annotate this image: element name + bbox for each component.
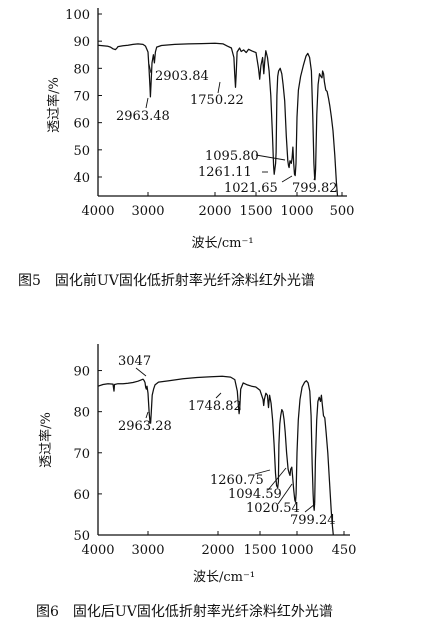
peak-annotation: 2963.48 bbox=[116, 109, 170, 124]
peak-annotation: 1748.82 bbox=[188, 399, 242, 414]
x-tick-label: 1500 bbox=[243, 543, 276, 558]
annotation-leader bbox=[267, 467, 287, 491]
x-tick-label: 450 bbox=[332, 543, 357, 558]
x-tick-label: 4000 bbox=[81, 204, 114, 219]
chart-fig6: 50 60 70 80 90 4000 3000 2000 1500 1000 450 波长/cm⁻¹… bbox=[36, 344, 356, 620]
peak-annotation: 799.82 bbox=[292, 181, 338, 196]
peak-annotation: 2963.28 bbox=[118, 419, 172, 434]
x-axis-label: 波长/cm⁻¹ bbox=[193, 570, 255, 585]
annotation-leader bbox=[254, 469, 271, 475]
y-tick-label: 50 bbox=[73, 529, 90, 544]
peak-annotation: 1750.22 bbox=[190, 93, 244, 108]
x-tick-label: 1000 bbox=[280, 204, 313, 219]
x-tick-label: 4000 bbox=[81, 543, 114, 558]
annotation-leader bbox=[281, 175, 293, 183]
annotation-leader bbox=[304, 503, 316, 513]
annotation-leader bbox=[148, 63, 152, 74]
annotation-leader bbox=[277, 483, 293, 505]
peak-annotation: 1261.11 bbox=[198, 165, 252, 180]
y-tick-label: 60 bbox=[73, 488, 90, 503]
figure-caption: 图5 固化前UV固化低折射率光纤涂料红外光谱 bbox=[18, 272, 315, 289]
x-tick-label: 1500 bbox=[239, 204, 272, 219]
peak-annotation: 1094.59 bbox=[228, 487, 282, 502]
annotation-leader bbox=[217, 81, 221, 94]
spectrum-line bbox=[97, 375, 334, 536]
y-tick-label: 100 bbox=[65, 8, 90, 23]
x-tick-label: 1000 bbox=[280, 543, 313, 558]
y-axis-label: 透过率/% bbox=[38, 412, 54, 468]
annotation-leader bbox=[145, 97, 149, 109]
y-tick-label: 90 bbox=[73, 365, 90, 380]
x-tick-label: 3000 bbox=[131, 204, 164, 219]
annotation-leader bbox=[145, 411, 149, 419]
peak-annotation: 2903.84 bbox=[155, 69, 209, 84]
y-tick-label: 50 bbox=[73, 144, 90, 159]
y-tick-label: 60 bbox=[73, 117, 90, 132]
peak-annotation: 1021.65 bbox=[224, 181, 278, 196]
y-tick-label: 90 bbox=[73, 35, 90, 50]
annotation-leader bbox=[135, 367, 147, 377]
x-tick-label: 3000 bbox=[131, 543, 164, 558]
annotation-leader bbox=[215, 392, 222, 399]
peak-annotation: 1020.54 bbox=[246, 501, 300, 516]
peak-annotation: 3047 bbox=[118, 354, 151, 369]
x-tick-label: 2000 bbox=[201, 543, 234, 558]
annotation-leader bbox=[313, 175, 316, 181]
x-tick-label: 500 bbox=[330, 204, 355, 219]
y-tick-label: 80 bbox=[73, 62, 90, 77]
peak-annotation: 799.24 bbox=[290, 513, 336, 528]
y-tick-label: 80 bbox=[73, 406, 90, 421]
chart-fig5: 40 50 60 70 80 90 100 4000 3000 2000 1500 1000 500 波长… bbox=[18, 8, 354, 289]
y-tick-label: 70 bbox=[73, 447, 90, 462]
figure-caption: 图6 固化后UV固化低折射率光纤涂料红外光谱 bbox=[36, 603, 333, 620]
y-tick-label: 40 bbox=[73, 171, 90, 186]
y-tick-label: 70 bbox=[73, 89, 90, 104]
peak-annotation: 1095.80 bbox=[205, 149, 259, 164]
x-tick-label: 2000 bbox=[198, 204, 231, 219]
annotation-leader bbox=[255, 154, 286, 161]
peak-annotation: 1260.75 bbox=[210, 473, 264, 488]
x-axis-label: 波长/cm⁻¹ bbox=[191, 236, 253, 251]
y-axis-label: 透过率/% bbox=[46, 77, 62, 133]
spectrum-line bbox=[97, 42, 339, 197]
